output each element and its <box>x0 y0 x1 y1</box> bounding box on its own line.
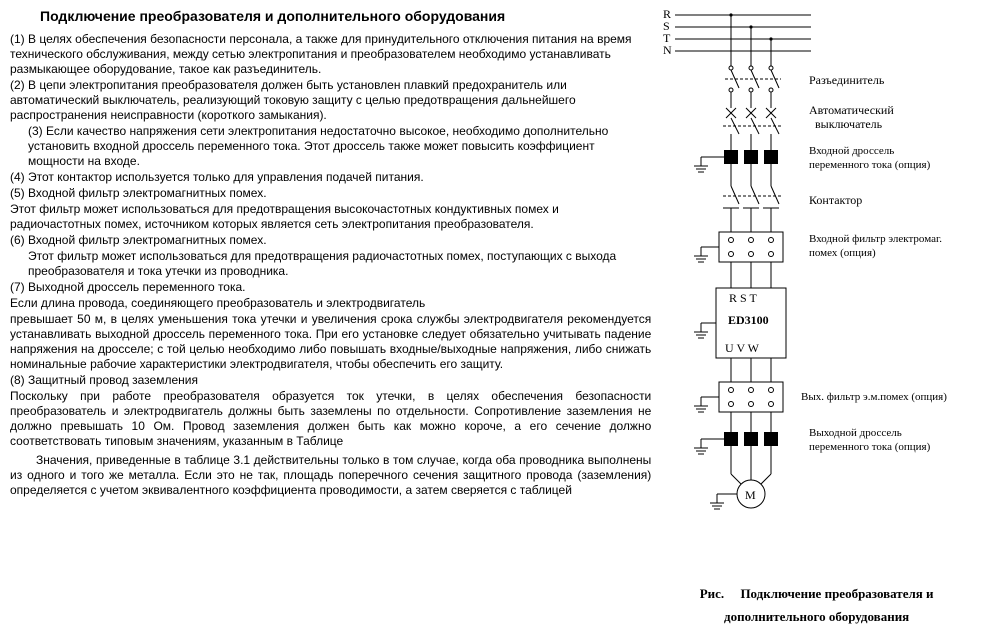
input-filter-symbol <box>719 232 783 262</box>
paragraph-1: (1) В целях обеспечения безопасности пер… <box>10 32 651 77</box>
breaker-label-l1: Автоматический <box>809 103 894 117</box>
paragraph-7c: превышает 50 м, в целях уменьшения тока … <box>10 312 651 372</box>
input-choke-label-l2: переменного тока (опция) <box>809 159 931 171</box>
paragraph-4: (4) Этот контактор используется только д… <box>10 170 651 185</box>
disconnector-symbol <box>725 66 781 92</box>
paragraph-8: (8) Защитный провод заземления <box>10 373 651 388</box>
paragraph-8b: Поскольку при работе преобразователя обр… <box>10 389 651 449</box>
paragraph-3: (3) Если качество напряжения сети электр… <box>10 124 651 169</box>
input-filter-label-l1: Входной фильтр электромаг. <box>809 233 942 245</box>
disconnector-label: Разъединитель <box>809 73 885 87</box>
drive-top-terminals: R S T <box>729 291 757 305</box>
paragraph-7b: Если длина провода, соединяющего преобра… <box>10 296 651 311</box>
input-filter-label-l2: помех (опция) <box>809 247 876 259</box>
paragraph-6: (6) Входной фильтр электромагнитных поме… <box>10 233 651 248</box>
output-choke-label-l1: Выходной дроссель <box>809 427 902 439</box>
page-title: Подключение преобразователя и дополнител… <box>40 8 651 26</box>
input-choke-symbol <box>724 150 778 164</box>
drive-model: ED3100 <box>728 313 769 327</box>
breaker-symbol <box>723 108 783 134</box>
output-filter-symbol <box>719 382 783 412</box>
input-choke-label-l1: Входной дроссель <box>809 145 894 157</box>
paragraph-6b: Этот фильтр может использоваться для пре… <box>10 249 651 279</box>
output-filter-label: Вых. фильтр э.м.помех (опция) <box>801 391 947 403</box>
text-column: Подключение преобразователя и дополнител… <box>10 8 661 623</box>
wiring-diagram: R S T N <box>661 8 971 578</box>
contactor-symbol <box>723 186 783 208</box>
output-choke-label-l2: переменного тока (опция) <box>809 441 931 453</box>
output-choke-symbol <box>724 432 778 446</box>
caption-prefix: Рис. <box>700 586 724 601</box>
figure-caption: Рис. Подключение преобразователя и допол… <box>661 582 972 629</box>
paragraph-2: (2) В цепи электропитания преобразовател… <box>10 78 651 123</box>
breaker-label-l2: выключатель <box>815 117 883 131</box>
caption-line-2: дополнительного оборудования <box>724 609 909 624</box>
paragraph-9: Значения, приведенные в таблице 3.1 дейс… <box>10 453 651 498</box>
drive-bottom-terminals: U V W <box>725 341 760 355</box>
contactor-label: Контактор <box>809 193 862 207</box>
phase-N-label: N <box>663 43 672 57</box>
caption-line-1: Подключение преобразователя и <box>740 586 933 601</box>
drive-symbol: R S T ED3100 U V W <box>716 288 786 358</box>
motor-label: M <box>745 488 756 502</box>
paragraph-7: (7) Выходной дроссель переменного тока. <box>10 280 651 295</box>
motor-symbol: M <box>737 480 765 508</box>
paragraph-5b: Этот фильтр может использоваться для пре… <box>10 202 651 232</box>
diagram-column: R S T N <box>661 8 972 623</box>
paragraph-5: (5) Входной фильтр электромагнитных поме… <box>10 186 651 201</box>
